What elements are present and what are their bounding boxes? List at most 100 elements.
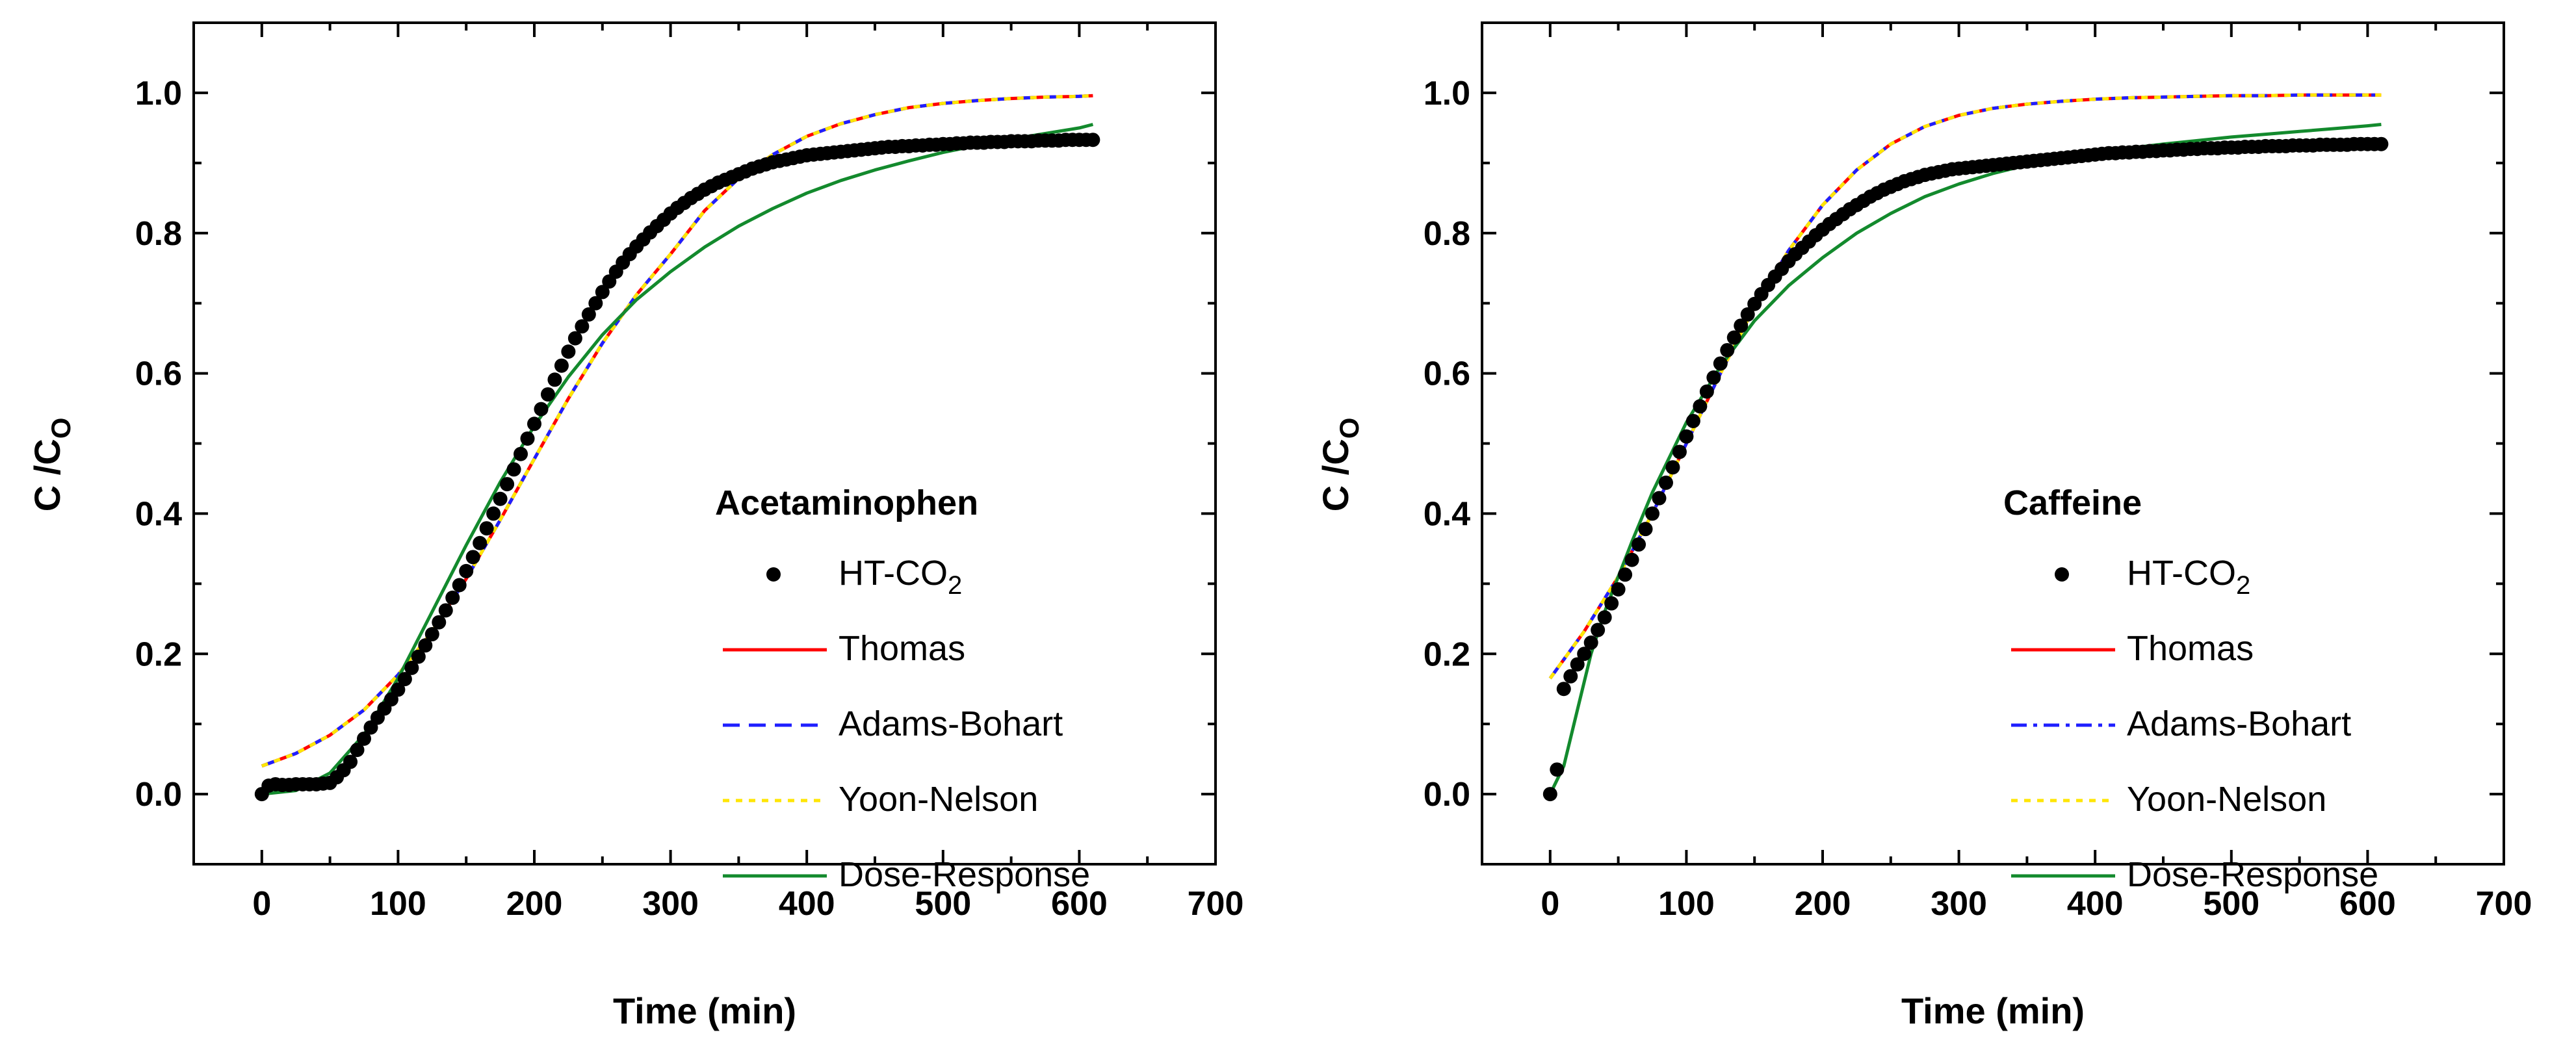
data-point xyxy=(1658,475,1673,490)
data-point xyxy=(424,627,439,642)
data-point xyxy=(397,672,412,687)
x-tick-label: 0 xyxy=(1541,885,1559,923)
data-point xyxy=(1086,133,1100,148)
x-tick-label: 300 xyxy=(1931,885,1987,923)
data-point xyxy=(1556,682,1571,697)
data-point xyxy=(1645,506,1659,521)
data-point xyxy=(1591,622,1606,637)
legend-label-ht-co2: HT-CO2 xyxy=(839,554,962,600)
data-point xyxy=(1693,399,1708,414)
data-point xyxy=(438,603,453,618)
data-point xyxy=(1563,669,1578,684)
data-point xyxy=(452,578,467,593)
y-tick-label: 0.4 xyxy=(1424,495,1470,533)
data-point xyxy=(1685,413,1700,428)
caffeine-chart: 0 100 200 300 400 500 600 700 0.0 0.2 0.4 0.6 0.8 1.0… xyxy=(1315,21,2532,1031)
data-point xyxy=(493,491,508,506)
legend-label-subscript: 2 xyxy=(948,571,962,600)
y-tick-label: 0.2 xyxy=(1424,635,1470,673)
y-tick-label: 0.8 xyxy=(135,215,182,253)
legend-title: Acetaminophen xyxy=(715,483,978,522)
data-point xyxy=(1577,647,1592,661)
series-line-thomas xyxy=(261,94,1093,768)
data-point xyxy=(465,550,480,565)
y-tick-label: 0.4 xyxy=(135,495,182,533)
y-tick-label: 1.0 xyxy=(135,75,182,112)
series-line-yoon-nelson xyxy=(261,94,1093,768)
data-point xyxy=(1726,330,1741,345)
data-point xyxy=(520,431,535,446)
data-point xyxy=(391,682,406,697)
data-point xyxy=(1679,429,1694,444)
legend-label-dose-response: Dose-Response xyxy=(839,855,1090,894)
data-point xyxy=(1583,635,1598,650)
data-point xyxy=(500,477,515,492)
data-point xyxy=(581,307,596,322)
legend-symbol-ht-co2 xyxy=(766,567,781,582)
legend-label-dose-response: Dose-Response xyxy=(2127,855,2378,894)
data-point xyxy=(479,521,494,536)
data-point xyxy=(1652,491,1667,506)
data-point xyxy=(1720,342,1735,357)
data-point xyxy=(540,387,555,402)
data-point xyxy=(404,660,419,675)
data-point xyxy=(1570,657,1585,672)
y-tick-label: 0.2 xyxy=(135,635,182,673)
y-tick-label: 0.6 xyxy=(1424,355,1470,393)
legend-label-ht-co2: HT-CO2 xyxy=(2127,554,2250,600)
x-tick-label: 400 xyxy=(779,885,835,923)
y-tick-label: 0.0 xyxy=(1424,776,1470,814)
y-tick-label: 0.8 xyxy=(1424,215,1470,253)
data-point xyxy=(411,649,426,664)
x-tick-label: 600 xyxy=(1051,885,1108,923)
data-point xyxy=(554,358,569,373)
data-point xyxy=(575,319,590,334)
series-line-dose-response xyxy=(261,123,1094,796)
caffeine-chart-panel: 0 100 200 300 400 500 600 700 0.0 0.2 0.4 0.6 0.8 1.0… xyxy=(1288,0,2576,1052)
data-point xyxy=(567,331,582,346)
x-tick-label: 700 xyxy=(2476,885,2532,923)
data-point xyxy=(418,638,433,653)
data-point xyxy=(1542,787,1557,802)
legend-symbol-ht-co2 xyxy=(2055,567,2069,582)
data-point xyxy=(547,372,562,387)
x-tick-label: 300 xyxy=(642,885,699,923)
legend-label-adams-bohart: Adams-Bohart xyxy=(839,704,1063,743)
legend-label-yoon-nelson: Yoon-Nelson xyxy=(839,780,1038,819)
x-tick-label: 200 xyxy=(506,885,563,923)
x-tick-label: 500 xyxy=(2203,885,2259,923)
y-axis-title-subscript: O xyxy=(1334,418,1364,439)
data-point xyxy=(1706,370,1721,385)
data-point xyxy=(432,615,447,630)
data-point xyxy=(506,462,521,477)
data-point xyxy=(514,446,528,461)
legend-label-main: HT-CO xyxy=(2127,554,2236,593)
legend-label-subscript: 2 xyxy=(2236,571,2250,600)
data-point xyxy=(459,563,474,578)
data-point xyxy=(1604,596,1619,611)
data-point xyxy=(343,754,358,769)
x-axis-title: Time (min) xyxy=(1901,990,2085,1031)
x-tick-label: 200 xyxy=(1795,885,1851,923)
data-point xyxy=(445,590,460,605)
data-point xyxy=(1624,552,1639,567)
y-axis-title-main: C /C xyxy=(27,439,68,511)
y-axis-title-main: C /C xyxy=(1315,439,1356,511)
x-tick-label: 600 xyxy=(2339,885,2396,923)
y-axis-title: C /CO xyxy=(27,418,76,512)
data-point xyxy=(1734,318,1749,333)
data-point xyxy=(1665,460,1680,475)
data-point xyxy=(357,731,371,746)
data-point xyxy=(1618,567,1633,582)
x-tick-label: 0 xyxy=(252,885,271,923)
data-point xyxy=(1672,444,1687,459)
y-tick-label: 0.0 xyxy=(135,776,182,814)
legend-title: Caffeine xyxy=(2003,483,2142,522)
x-tick-label: 100 xyxy=(1658,885,1715,923)
legend-label-adams-bohart: Adams-Bohart xyxy=(2127,704,2351,743)
legend-label-thomas: Thomas xyxy=(839,629,965,668)
y-tick-label: 0.6 xyxy=(135,355,182,393)
y-axis-title: C /CO xyxy=(1315,418,1364,512)
data-point xyxy=(1638,522,1653,537)
legend-label-thomas: Thomas xyxy=(2127,629,2254,668)
